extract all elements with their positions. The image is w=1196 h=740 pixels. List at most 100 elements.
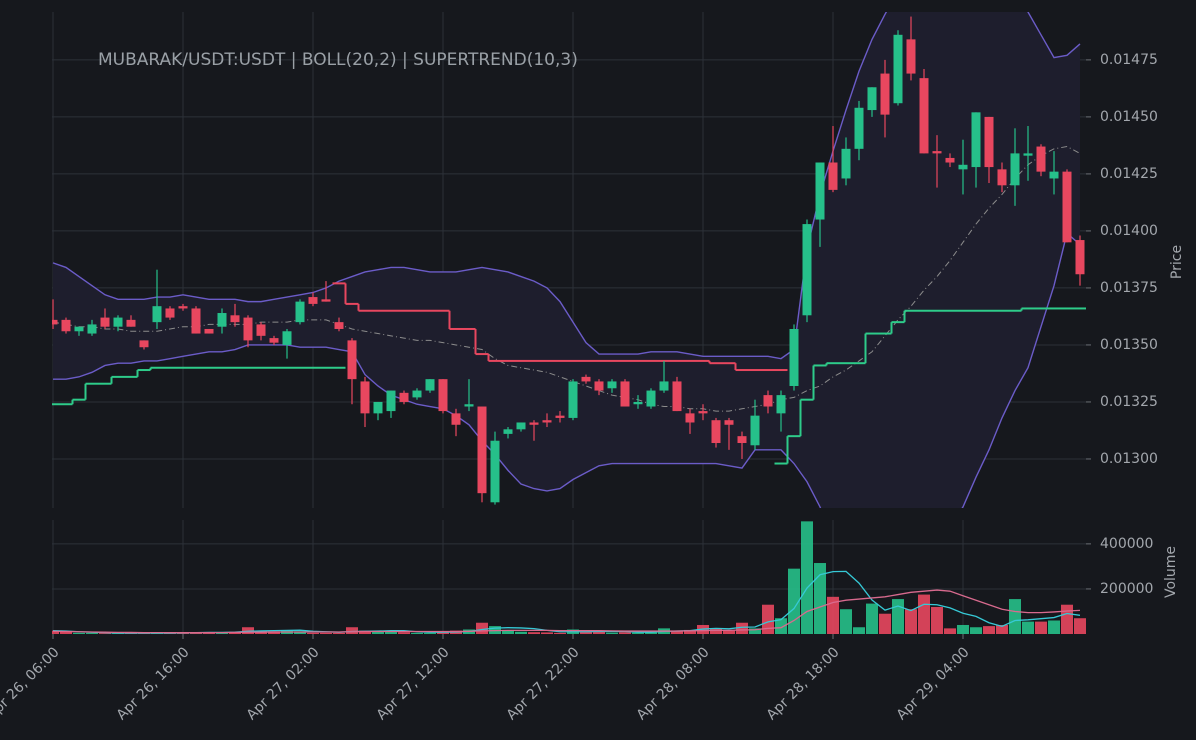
volume-bar [476,622,488,634]
volume-bar [73,632,85,634]
bollinger-band [53,12,1080,508]
volume-bar [294,631,306,634]
volume-bar [619,632,631,634]
candle-body [451,413,461,425]
candle-body [828,162,838,190]
candle-body [165,308,175,318]
y-tick-label: 0.01325 [1100,394,1158,410]
candle-body [217,313,227,327]
y-tick-label: 0.01350 [1100,337,1158,353]
volume-bar [918,594,930,634]
candle-body [269,338,279,343]
volume-bar [866,603,878,634]
volume-bar [541,632,553,634]
volume-bar [749,628,761,634]
candle-body [685,413,695,423]
volume-bar [216,632,228,634]
candle-body [893,34,903,104]
volume-bar [99,633,111,634]
candle-body [581,376,591,382]
candle-body [152,306,162,323]
candle-body [464,404,474,407]
candle-body [867,87,877,111]
candle-body [802,224,812,316]
candle-body [763,395,773,407]
volume-bar [905,609,917,634]
candle-body [113,317,123,327]
y-tick-label: 0.01425 [1100,166,1158,182]
volume-bar [762,604,774,634]
candle-body [1049,171,1059,179]
candle-body [516,422,526,430]
volume-bar [1074,618,1086,634]
candle-body [646,390,656,407]
candle-body [568,381,578,418]
volume-bar [1035,621,1047,634]
volume-bar [1022,621,1034,634]
volume-bar [307,632,319,634]
candle-body [633,401,643,405]
volume-bar [840,609,852,634]
y-tick-label: 200000 [1100,581,1153,597]
volume-bar [372,631,384,634]
candle-body [880,73,890,115]
candle-body [282,331,292,345]
candle-body [997,169,1007,186]
volume-bar [1048,620,1060,634]
candle-body [971,112,981,168]
volume-bar [346,627,358,634]
candle-body [620,381,630,407]
volume-bar [86,632,98,634]
volume-bar [996,624,1008,634]
volume-bar [411,632,423,634]
y-tick-label: 0.01400 [1100,223,1158,239]
volume-bar [606,632,618,634]
volume-bar [385,631,397,634]
candle-body [61,319,71,332]
volume-bar [502,629,514,634]
volume-bar [944,628,956,634]
y-tick-label: 400000 [1100,536,1153,552]
candle-body [1010,153,1020,186]
volume-bar [931,606,943,634]
volume-bar [671,630,683,634]
volume-bar [970,627,982,634]
candle-body [919,78,929,154]
candle-body [308,297,318,304]
candle-body [984,116,994,168]
candle-body [1062,171,1072,243]
candle-body [243,317,253,341]
volume-bar [632,632,644,634]
candle-body [139,340,149,348]
candle-body [256,324,266,336]
bollinger-lower [53,231,1081,508]
candle-body [399,392,409,402]
volume-bar [242,627,254,634]
candle-body [52,319,58,325]
candle-body [958,164,968,170]
volume-bar [554,632,566,634]
candle-body [607,381,617,389]
volume-bar [983,626,995,634]
candle-body [191,308,201,334]
candle-body [932,151,942,154]
volume-average [52,589,1081,634]
candle-body [87,324,97,334]
candle-body [100,317,110,327]
candle-body [126,319,136,327]
volume-bar [684,629,696,634]
volume-bar [333,632,345,634]
volume-bar [879,613,891,634]
volume-bar [359,630,371,634]
volume-bar [593,631,605,634]
volume-bar [892,599,904,634]
candle-body [555,415,565,418]
candle-body [295,301,305,323]
price-labels: 0.01300 0.01325 0.01350 0.01375 0.01400 0.014… [98,50,1185,467]
candle-body [178,306,188,309]
candle-body [945,157,955,163]
volume-bar [1061,604,1073,634]
volume-bar [853,627,865,634]
